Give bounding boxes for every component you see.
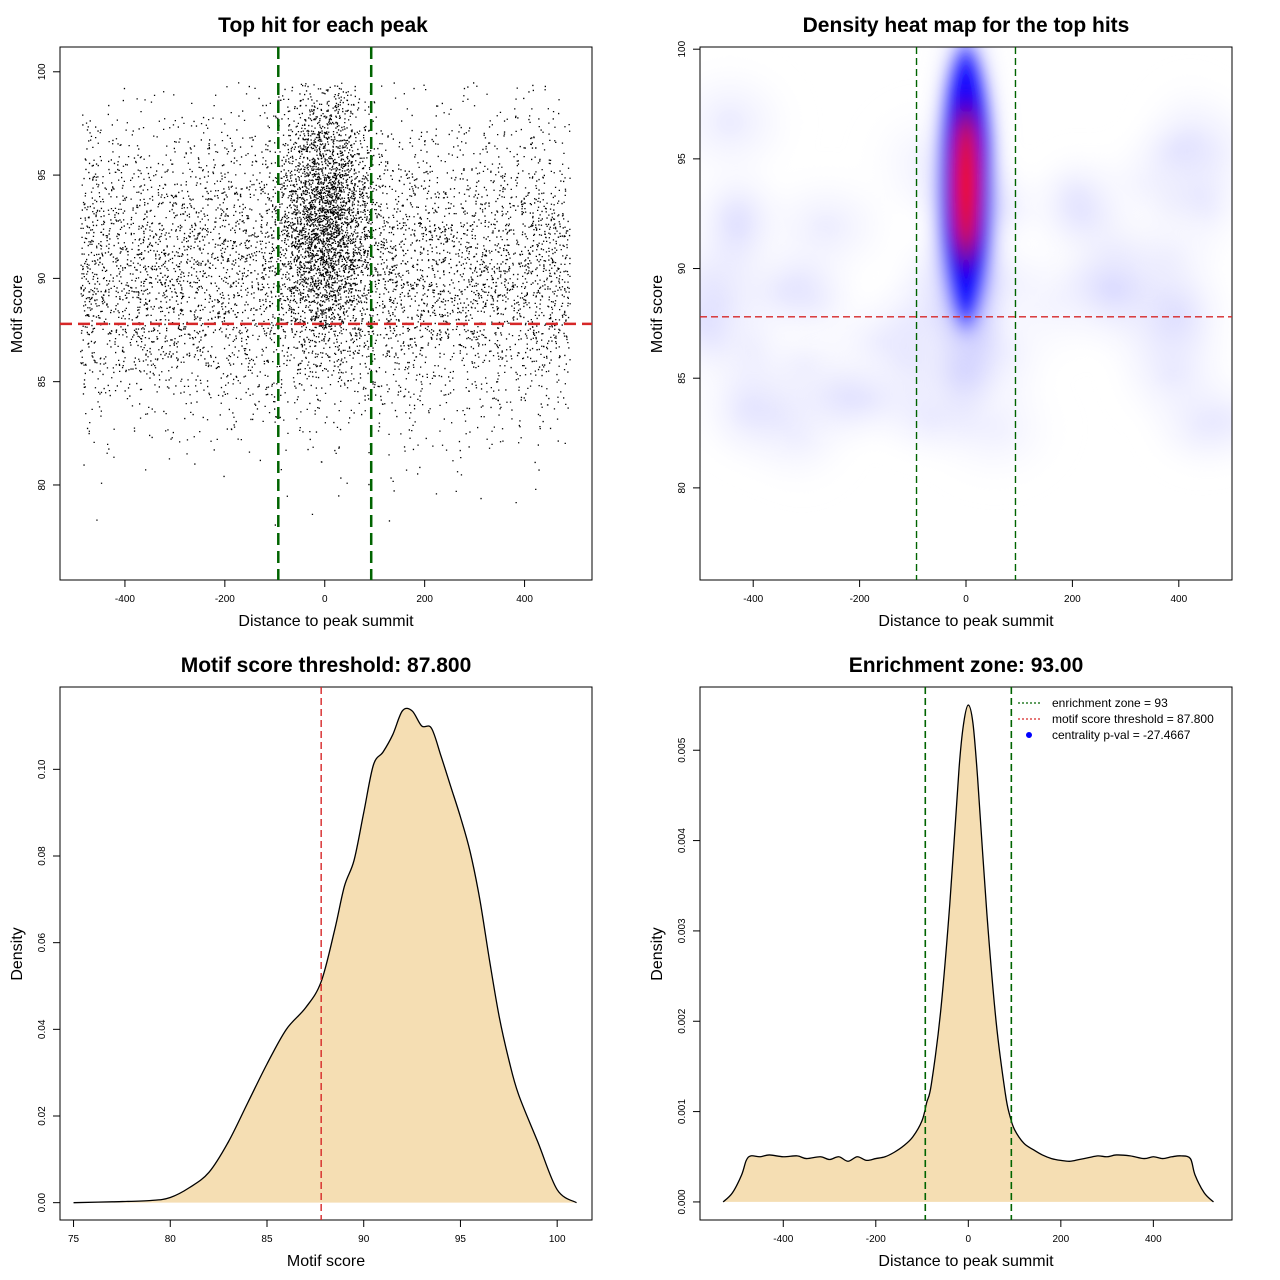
score-density-line — [73, 707, 577, 1204]
distance-density-x-tick-label: 200 — [1052, 1234, 1069, 1245]
score-density-x-tick-label: 85 — [261, 1234, 273, 1245]
distance-density-line — [722, 704, 1214, 1203]
score-density-x-tick-label: 80 — [165, 1234, 177, 1245]
score-density-y-tick-label: 0.06 — [37, 932, 48, 952]
score-density-y-tick-label: 0.04 — [37, 1019, 48, 1039]
scatter-y-tick-label: 100 — [37, 63, 48, 80]
score-density-x-label: Motif score — [287, 1253, 365, 1270]
distance-density-plot-box — [699, 686, 1233, 1221]
distance-density-x-label: Distance to peak summit — [878, 1253, 1054, 1270]
panel-score-density: Motif score threshold: 87.800 75 80 85 90 95… — [9, 654, 593, 1270]
distance-density-x-axis: -400 -200 0 200 400 — [773, 1220, 1162, 1245]
distance-density-y-axis: 0.000 0.001 0.002 0.003 0.004 0.005 — [677, 737, 700, 1214]
distance-density-enrichment-lines — [924, 687, 1013, 1220]
score-density-y-tick-label: 0.10 — [37, 759, 48, 779]
distance-density-x-tick-label: 0 — [966, 1234, 972, 1245]
distance-density-title: Enrichment zone: 93.00 — [849, 654, 1084, 677]
distance-density-curve — [722, 704, 1214, 1203]
heatmap-x-tick-label: -200 — [850, 594, 870, 605]
score-density-fill — [73, 708, 577, 1203]
heatmap-reference-lines — [700, 47, 1232, 580]
scatter-x-axis: -400 -200 0 200 400 — [115, 580, 533, 605]
heatmap-background-blob — [738, 156, 915, 298]
heatmap-x-tick-label: 400 — [1170, 594, 1187, 605]
scatter-point-cloud — [80, 82, 571, 526]
panel-scatter: Top hit for each peak -400 -200 0 200 400 80… — [9, 14, 593, 630]
score-density-curve — [73, 707, 577, 1204]
heatmap-background-blob — [700, 350, 798, 468]
scatter-y-tick-label: 95 — [37, 169, 48, 181]
distance-density-y-tick-label: 0.001 — [677, 1099, 688, 1124]
scatter-y-axis: 80 85 90 95 100 — [37, 63, 60, 491]
distance-density-y-tick-label: 0.002 — [677, 1008, 688, 1033]
distance-density-legend: enrichment zone = 93 motif score threshol… — [1018, 696, 1214, 742]
heatmap-x-axis: -400 -200 0 200 400 — [743, 580, 1188, 605]
scatter-y-label: Motif score — [9, 275, 26, 353]
scatter-reference-lines — [60, 47, 592, 580]
legend-point-marker — [1026, 732, 1032, 738]
heatmap-y-label: Motif score — [649, 275, 666, 353]
heatmap-x-label: Distance to peak summit — [878, 613, 1054, 630]
scatter-title: Top hit for each peak — [218, 14, 428, 37]
scatter-x-tick-label: -200 — [215, 594, 235, 605]
distance-density-y-tick-label: 0.004 — [677, 828, 688, 853]
heatmap-y-tick-label: 100 — [677, 40, 688, 57]
score-density-x-tick-label: 100 — [549, 1234, 566, 1245]
score-density-x-tick-label: 75 — [68, 1234, 80, 1245]
score-density-x-tick-label: 90 — [358, 1234, 370, 1245]
scatter-points — [80, 82, 571, 526]
distance-density-x-tick-label: -400 — [773, 1234, 793, 1245]
heatmap-y-tick-label: 85 — [677, 372, 688, 384]
heatmap-background-blob — [1038, 223, 1192, 367]
heatmap-title: Density heat map for the top hits — [803, 14, 1130, 37]
score-density-y-axis: 0.00 0.02 0.04 0.06 0.08 0.10 — [37, 759, 60, 1212]
score-density-x-axis: 75 80 85 90 95 100 — [68, 1220, 566, 1245]
panel-heatmap: Density heat map for the top hits — [649, 14, 1233, 630]
distance-density-x-tick-label: 400 — [1145, 1234, 1162, 1245]
distance-density-y-tick-label: 0.003 — [677, 918, 688, 943]
distance-density-y-label: Density — [649, 927, 666, 980]
score-density-x-tick-label: 95 — [455, 1234, 467, 1245]
score-density-title: Motif score threshold: 87.800 — [181, 654, 472, 677]
scatter-x-tick-label: 400 — [516, 594, 533, 605]
score-density-y-tick-label: 0.08 — [37, 846, 48, 866]
heatmap-density — [700, 47, 1232, 580]
scatter-x-tick-label: -400 — [115, 594, 135, 605]
score-density-plot-box — [59, 686, 593, 1221]
scatter-y-tick-label: 90 — [37, 272, 48, 284]
heatmap-peak — [937, 47, 995, 340]
distance-density-y-tick-label: 0.000 — [677, 1189, 688, 1214]
scatter-x-label: Distance to peak summit — [238, 613, 414, 630]
distance-density-x-tick-label: -200 — [866, 1234, 886, 1245]
scatter-x-tick-label: 200 — [416, 594, 433, 605]
heatmap-background-blob — [1149, 135, 1232, 279]
score-density-y-label: Density — [9, 927, 26, 980]
heatmap-x-tick-label: 200 — [1064, 594, 1081, 605]
legend-entry-label: motif score threshold = 87.800 — [1052, 712, 1214, 726]
legend-entry-label: enrichment zone = 93 — [1052, 696, 1168, 710]
distance-density-y-tick-label: 0.005 — [677, 737, 688, 762]
legend-entry-label: centrality p-val = -27.4667 — [1052, 728, 1191, 742]
heatmap-y-tick-label: 80 — [677, 482, 688, 494]
score-density-y-tick-label: 0.00 — [37, 1192, 48, 1212]
score-density-y-tick-label: 0.02 — [37, 1106, 48, 1126]
heatmap-y-tick-label: 90 — [677, 263, 688, 275]
scatter-y-tick-label: 85 — [37, 376, 48, 388]
scatter-plot-box — [59, 46, 593, 581]
heatmap-y-axis: 80 85 90 95 100 — [677, 40, 700, 493]
heatmap-background-blob — [700, 261, 749, 375]
distance-density-fill — [723, 705, 1214, 1202]
scatter-x-tick-label: 0 — [322, 594, 328, 605]
heatmap-x-tick-label: -400 — [743, 594, 763, 605]
panel-distance-density: Enrichment zone: 93.00 -400 -200 0 200 400 0… — [649, 654, 1233, 1270]
heatmap-y-tick-label: 95 — [677, 153, 688, 165]
heatmap-x-tick-label: 0 — [963, 594, 969, 605]
scatter-y-tick-label: 80 — [37, 479, 48, 491]
